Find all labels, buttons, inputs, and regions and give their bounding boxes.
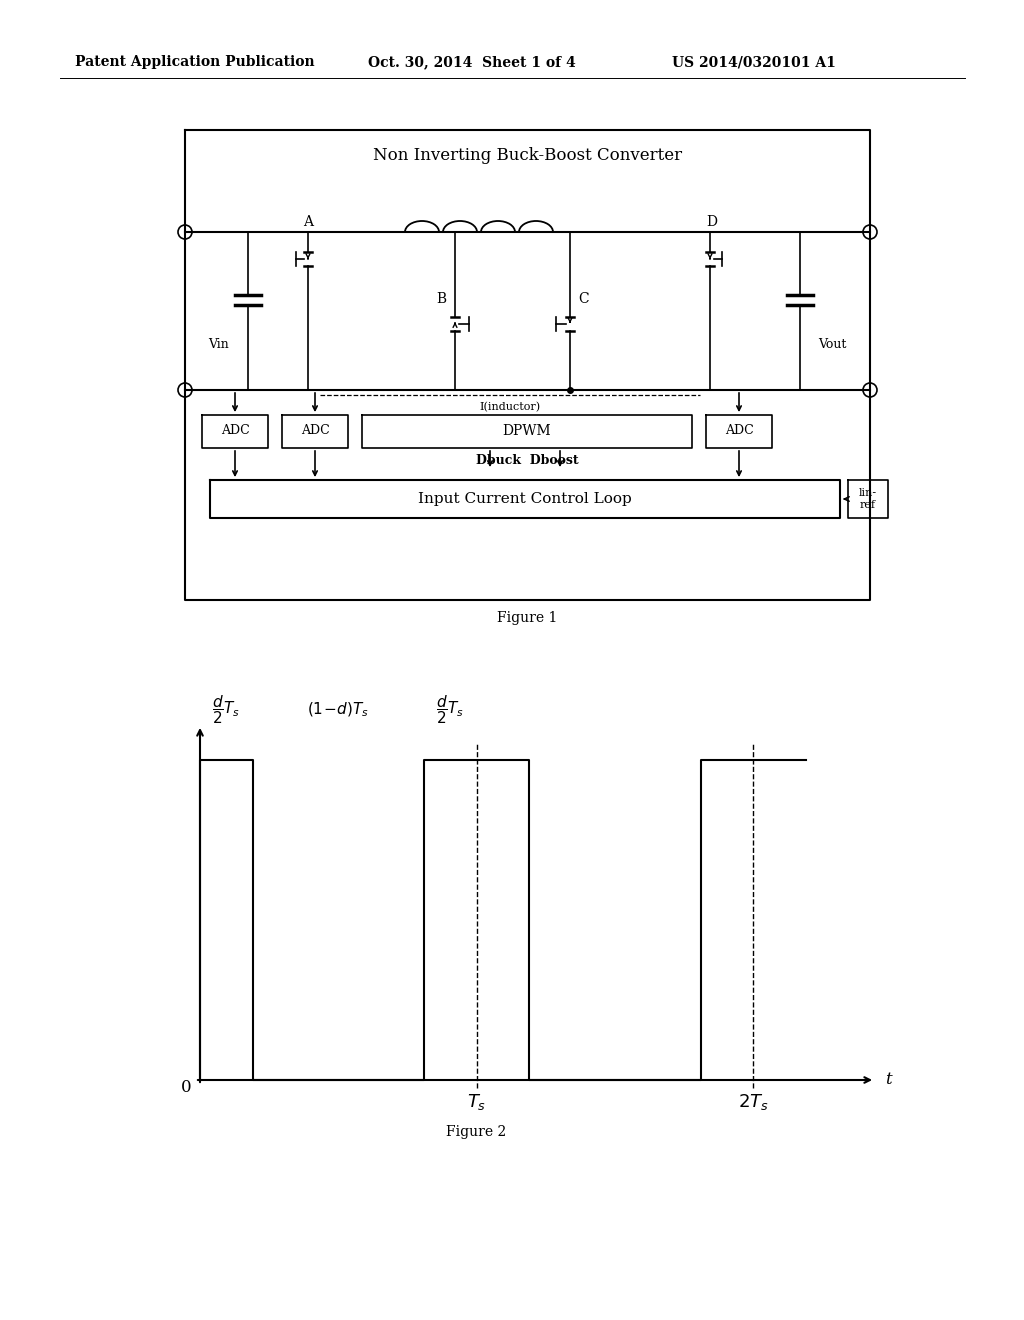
Text: A: A [303,215,313,228]
Text: Figure 2: Figure 2 [446,1125,507,1139]
Text: Vout: Vout [818,338,846,351]
Text: $(1\!-\!d)T_s$: $(1\!-\!d)T_s$ [307,701,369,719]
Text: Patent Application Publication: Patent Application Publication [75,55,314,69]
Text: B: B [436,292,446,306]
Text: Oct. 30, 2014  Sheet 1 of 4: Oct. 30, 2014 Sheet 1 of 4 [368,55,575,69]
Text: $T_s$: $T_s$ [467,1092,486,1111]
Text: C: C [579,292,590,306]
Text: Vin: Vin [208,338,228,351]
Text: Input Current Control Loop: Input Current Control Loop [418,492,632,506]
Text: t: t [885,1072,891,1089]
Text: $\dfrac{d}{2}T_s$: $\dfrac{d}{2}T_s$ [212,693,241,726]
Text: DPWM: DPWM [503,424,551,438]
Text: I(inductor): I(inductor) [479,403,541,412]
Text: ADC: ADC [301,425,330,437]
Text: ADC: ADC [725,425,754,437]
Text: $2T_s$: $2T_s$ [738,1092,769,1111]
Text: ADC: ADC [220,425,250,437]
Text: Non Inverting Buck-Boost Converter: Non Inverting Buck-Boost Converter [373,147,682,164]
Text: D: D [707,215,718,228]
Text: Figure 1: Figure 1 [498,611,558,624]
Text: lin-
ref: lin- ref [859,488,878,510]
Text: $\dfrac{d}{2}T_s$: $\dfrac{d}{2}T_s$ [436,693,465,726]
Text: US 2014/0320101 A1: US 2014/0320101 A1 [672,55,836,69]
Text: 0: 0 [180,1080,191,1097]
Text: Dbuck  Dboost: Dbuck Dboost [476,454,579,466]
